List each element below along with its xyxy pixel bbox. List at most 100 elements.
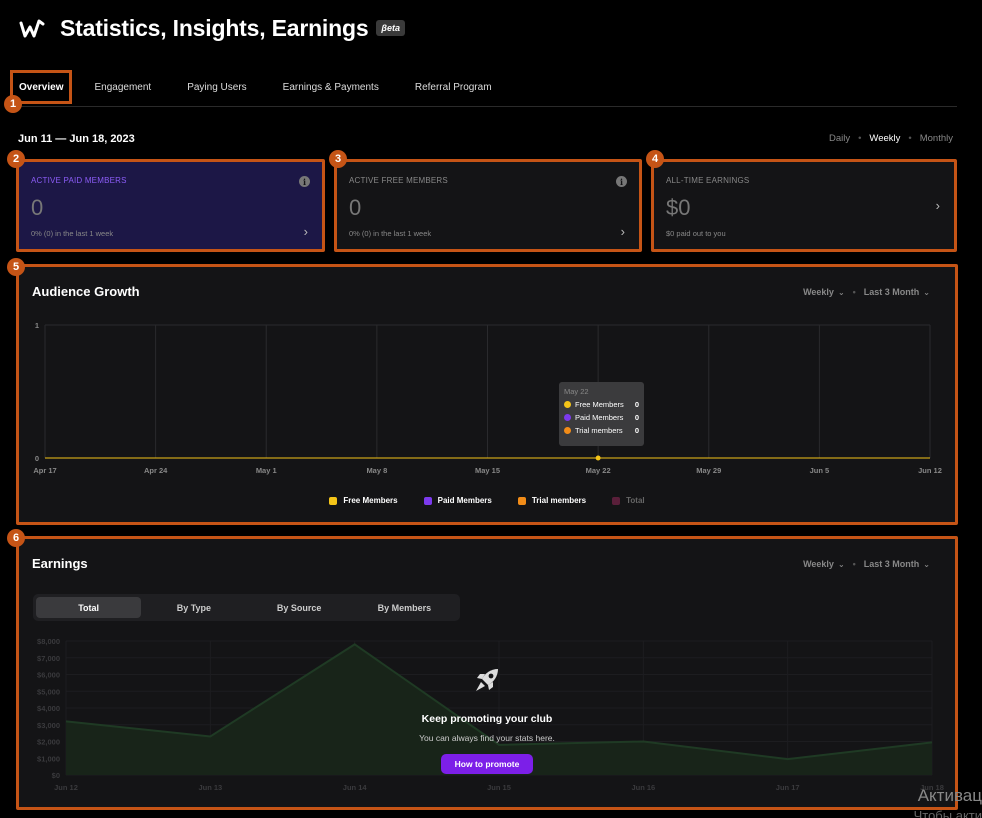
chart-controls: Weekly ⌄ • Last 3 Month ⌄ [803, 287, 930, 297]
all-time-earnings-card[interactable]: ALL-TIME EARNINGS $0 $0 paid out to you … [651, 159, 957, 252]
chevron-right-icon[interactable]: › [620, 224, 625, 239]
tab-overview[interactable]: Overview [10, 70, 73, 104]
wave-logo-icon [19, 19, 45, 38]
chevron-down-icon: ⌄ [923, 287, 930, 297]
tooltip-label: Free Members [575, 400, 624, 409]
stat-value: 0 [349, 195, 362, 220]
y-tick-label: $6,000 [37, 671, 60, 680]
range-value: Last 3 Month [863, 287, 920, 297]
x-tick-label: Jun 15 [487, 783, 511, 792]
segment-by-source[interactable]: By Source [276, 602, 322, 613]
period-weekly[interactable]: Weekly [869, 133, 901, 144]
audience-growth-panel: Audience Growth Weekly ⌄ • Last 3 Month ⌄ … [16, 264, 958, 525]
info-icon[interactable]: i [616, 176, 627, 187]
x-tick-label: May 29 [696, 466, 721, 475]
tab-paying-users[interactable]: Paying Users [187, 81, 247, 93]
how-to-promote-button[interactable]: How to promote [440, 754, 534, 774]
info-icon[interactable]: i [299, 176, 310, 187]
x-tick-label: May 15 [475, 466, 500, 475]
y-tick-label: $0 [52, 771, 60, 780]
chevron-down-icon: ⌄ [837, 287, 845, 297]
stat-value: $0 [666, 195, 691, 220]
rocket-icon [476, 669, 498, 691]
active-paid-members-card[interactable]: ACTIVE PAID MEMBERS 0 0% (0) in the last… [16, 159, 325, 252]
chart-legend: Free Members Paid Members Trial members … [19, 496, 955, 505]
x-tick-label: Jun 14 [343, 783, 368, 792]
x-tick-label: Jun 17 [776, 783, 800, 792]
x-tick-label: Jun 12 [918, 466, 942, 475]
tooltip-row: Free Members 0 [564, 400, 639, 409]
x-tick-label: Apr 17 [33, 466, 56, 475]
y-tick-label: $1,000 [37, 754, 60, 763]
y-tick-label: 1 [35, 321, 39, 330]
annotation-marker-5: 5 [7, 258, 25, 276]
earnings-line [65, 643, 933, 761]
chevron-right-icon[interactable]: › [935, 198, 940, 213]
stat-sub: 0% (0) in the last 1 week [31, 229, 114, 238]
tooltip-value: 0 [634, 400, 639, 409]
chevron-down-icon: ⌄ [923, 559, 930, 569]
y-tick-label: $5,000 [37, 687, 60, 696]
stat-label: ALL-TIME EARNINGS [666, 176, 750, 185]
legend-item-total[interactable]: Total [612, 496, 645, 505]
x-tick-label: May 1 [256, 466, 277, 475]
tooltip-value: 0 [634, 413, 639, 422]
x-tick-label: May 8 [366, 466, 387, 475]
range-dropdown[interactable]: Last 3 Month ⌄ [864, 559, 930, 569]
annotation-marker-4: 4 [646, 150, 664, 168]
y-tick-label: $3,000 [37, 721, 60, 730]
y-tick-label: $4,000 [37, 704, 60, 713]
chart-tooltip: May 22 Free Members 0 Paid Members 0 Trial… [559, 382, 644, 446]
active-free-members-card[interactable]: ACTIVE FREE MEMBERS 0 0% (0) in the last… [334, 159, 642, 252]
tooltip-label: Trial members [575, 426, 623, 435]
interval-value: Weekly [803, 559, 834, 569]
segment-by-type[interactable]: By Type [176, 602, 212, 613]
hover-point [595, 455, 601, 461]
y-tick-label: $7,000 [37, 654, 60, 663]
legend-item-trial-members[interactable]: Trial members [517, 496, 586, 505]
annotation-marker-1: 1 [4, 95, 22, 113]
annotation-marker-3: 3 [329, 150, 347, 168]
tab-earnings-payments[interactable]: Earnings & Payments [282, 81, 379, 93]
audience-growth-chart[interactable]: Apr 17 Apr 24 May 1 May 8 May 15 May 22 May 29… [19, 267, 955, 489]
stat-sub: 0% (0) in the last 1 week [349, 229, 432, 238]
earnings-segmented-control: Total By Type By Source By Members [33, 594, 460, 621]
earnings-area [66, 644, 932, 775]
chevron-right-icon[interactable]: › [303, 224, 308, 239]
period-daily[interactable]: Daily [828, 133, 851, 144]
chart-controls: Weekly ⌄ • Last 3 Month ⌄ [803, 559, 930, 569]
tooltip-row: Trial members 0 [564, 426, 639, 435]
stat-sub: $0 paid out to you [666, 229, 726, 238]
interval-value: Weekly [803, 287, 834, 297]
legend-item-free-members[interactable]: Free Members [329, 496, 398, 505]
activation-watermark: Активац [917, 786, 982, 805]
page-header: Statistics, Insights, Earnings βeta [18, 14, 406, 42]
period-monthly[interactable]: Monthly [919, 133, 953, 144]
annotation-marker-2: 2 [7, 150, 25, 168]
legend-item-paid-members[interactable]: Paid Members [423, 496, 492, 505]
date-range: Jun 11 — Jun 18, 2023 [18, 133, 135, 145]
y-tick-label: $8,000 [37, 637, 60, 646]
chevron-down-icon: ⌄ [837, 559, 845, 569]
stat-value: 0 [31, 195, 44, 220]
range-dropdown[interactable]: Last 3 Month ⌄ [864, 287, 930, 297]
y-tick-label: 0 [35, 454, 39, 463]
tab-referral-program[interactable]: Referral Program [414, 81, 492, 93]
annotation-marker-6: 6 [7, 529, 25, 547]
tab-engagement[interactable]: Engagement [94, 81, 152, 93]
empty-title: Keep promoting your club [421, 713, 553, 725]
x-tick-label: Jun 16 [631, 783, 655, 792]
range-value: Last 3 Month [863, 559, 920, 569]
tab-bar: Overview Engagement Paying Users Earning… [10, 70, 957, 107]
segment-by-members[interactable]: By Members [377, 602, 432, 613]
interval-dropdown[interactable]: Weekly ⌄ [803, 287, 845, 297]
tooltip-label: Paid Members [575, 413, 624, 422]
x-tick-label: Jun 12 [54, 783, 78, 792]
segment-total[interactable]: Total [36, 597, 142, 618]
x-tick-label: May 22 [586, 466, 611, 475]
empty-subtitle: You can always find your stats here. [419, 733, 555, 743]
tooltip-title: May 22 [564, 387, 589, 396]
interval-dropdown[interactable]: Weekly ⌄ [803, 559, 845, 569]
tooltip-row: Paid Members 0 [564, 413, 639, 422]
period-switch: Daily • Weekly • Monthly [828, 133, 953, 144]
